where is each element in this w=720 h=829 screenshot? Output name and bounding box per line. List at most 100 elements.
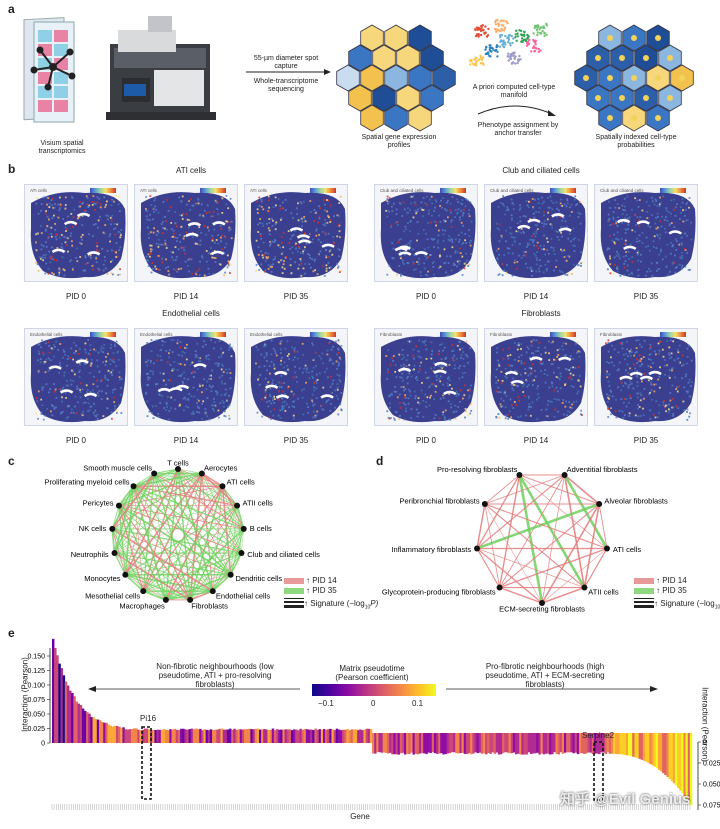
network-node xyxy=(596,501,603,507)
hex-cell xyxy=(408,64,432,92)
network-node xyxy=(219,483,226,490)
bar xyxy=(504,733,507,753)
bar xyxy=(534,733,537,754)
colorbar-legend xyxy=(310,332,336,337)
left-arrowhead xyxy=(88,686,96,692)
colorbar-legend xyxy=(660,332,686,337)
bar xyxy=(517,733,520,754)
network-edge xyxy=(114,505,238,554)
hex-cell xyxy=(348,84,372,112)
bar xyxy=(576,733,580,755)
manifold-point xyxy=(490,50,493,53)
bar xyxy=(265,729,268,743)
bar xyxy=(214,729,217,743)
bar xyxy=(566,733,569,753)
bar xyxy=(378,733,381,753)
colorbar-tick-pos: 0.1 xyxy=(412,699,424,708)
manifold-point xyxy=(527,35,530,38)
network-edge xyxy=(476,548,501,588)
network-edge xyxy=(165,574,231,601)
bar xyxy=(103,722,106,743)
bar xyxy=(122,727,125,743)
bar xyxy=(538,733,541,755)
bar xyxy=(559,733,563,753)
bar xyxy=(301,729,305,743)
bar xyxy=(653,733,657,767)
pi16-label: Pi16 xyxy=(140,714,157,723)
network-edge xyxy=(125,574,191,601)
bar xyxy=(205,729,209,743)
colorbar-legend xyxy=(200,188,226,193)
bar xyxy=(495,733,499,753)
bar xyxy=(233,728,236,743)
manifold-point xyxy=(504,20,508,23)
network-node xyxy=(539,600,545,606)
manifold-point xyxy=(520,29,523,33)
right-y-tick-label: 0.075 xyxy=(703,803,720,810)
network-edge xyxy=(142,468,179,592)
manifold-point xyxy=(512,52,515,56)
bar xyxy=(305,729,309,743)
manifold-point xyxy=(533,50,536,53)
network-edge xyxy=(476,474,565,549)
network-node xyxy=(109,525,116,532)
bar xyxy=(52,638,55,743)
network-edge xyxy=(154,473,238,506)
manifold-point xyxy=(484,25,487,28)
bar xyxy=(521,733,524,755)
bar xyxy=(500,733,503,755)
network-edge xyxy=(499,474,565,588)
network-edge xyxy=(476,502,600,550)
bar xyxy=(314,728,317,743)
bar xyxy=(529,733,533,754)
bar xyxy=(116,725,119,743)
manifold-point xyxy=(478,57,482,60)
manifold-point xyxy=(518,29,521,32)
network-edge xyxy=(498,474,521,588)
tissue-map xyxy=(24,184,128,282)
bar xyxy=(133,728,136,743)
manifold-point xyxy=(496,55,499,58)
network-node xyxy=(122,571,129,578)
legend-d-pid35: ↑ PID 35 xyxy=(656,586,687,595)
bar xyxy=(333,730,337,743)
bar xyxy=(150,729,153,743)
bar xyxy=(502,733,505,753)
manifold-point xyxy=(483,32,486,35)
colorbar-legend xyxy=(660,188,686,193)
ati-title: ATI cells xyxy=(175,166,207,175)
manifold-point xyxy=(514,33,517,36)
manifold-point xyxy=(498,45,502,48)
hex-cell xyxy=(336,64,360,92)
bar xyxy=(555,733,558,755)
bar xyxy=(527,733,531,753)
hex-cell xyxy=(384,64,408,92)
bar xyxy=(69,690,72,743)
cell-type-glyph xyxy=(643,55,649,61)
bar xyxy=(337,729,341,743)
bar xyxy=(578,733,582,754)
bar xyxy=(455,733,458,754)
network-edge xyxy=(563,474,586,588)
bar xyxy=(519,733,522,755)
left-y-tick-label: 0.025 xyxy=(27,726,45,733)
bar xyxy=(621,733,625,755)
bar xyxy=(532,733,535,754)
bar xyxy=(231,729,234,743)
pid-label: PID 0 xyxy=(415,436,436,445)
manifold-point xyxy=(489,55,492,58)
bar xyxy=(167,730,170,743)
network-edge xyxy=(484,503,608,549)
network-node-label: ATI cells xyxy=(227,477,255,486)
bar xyxy=(175,729,179,743)
manifold-point xyxy=(504,43,507,46)
network-edge xyxy=(142,473,155,592)
cell-type-glyph xyxy=(631,75,637,81)
network-edge xyxy=(118,485,135,507)
network-edge xyxy=(133,473,155,487)
manifold-point xyxy=(499,40,502,43)
bar xyxy=(480,733,484,754)
network-edge xyxy=(476,547,543,604)
bar xyxy=(267,730,270,743)
pid-label: PID 35 xyxy=(283,292,309,301)
